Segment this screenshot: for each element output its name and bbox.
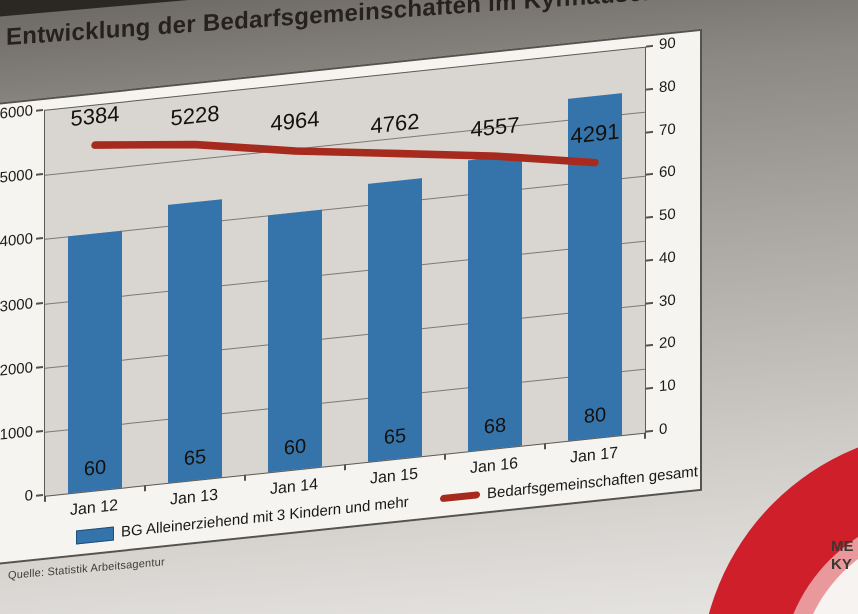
y-axis-tick-label: 5000 [0, 166, 33, 187]
x-category-label: Jan 16 [469, 455, 519, 478]
y-axis-tick-label: 1000 [0, 422, 33, 444]
y-axis-tick-label: 2000 [0, 358, 33, 380]
chart-panel: 60 65 60 65 68 80 5384 5228 4964 4762 4557 4291 600… [0, 28, 702, 567]
y-axis-tick-label: 4000 [0, 230, 33, 251]
y-axis-tick-label: 0 [24, 487, 33, 505]
x-category-label: Jan 17 [569, 444, 619, 467]
tick-mark [444, 453, 446, 460]
tick-mark [544, 443, 546, 450]
tick-mark [646, 344, 653, 348]
y-axis-tick-label: 6000 [0, 102, 33, 123]
tick-mark [644, 432, 646, 439]
tick-mark [36, 173, 43, 176]
x-category-label: Jan 14 [269, 476, 319, 499]
y-axis-tick-label: 70 [659, 120, 676, 139]
tick-mark [646, 301, 653, 305]
tick-mark [144, 485, 146, 492]
tick-mark [646, 429, 653, 433]
tick-mark [36, 494, 43, 497]
y-axis-tick-label: 90 [659, 34, 676, 54]
tick-mark [36, 429, 43, 433]
x-category-label: Jan 15 [369, 465, 419, 488]
tick-mark [244, 474, 246, 481]
tick-mark [646, 87, 653, 91]
legend-bar-swatch-icon [76, 526, 114, 545]
left-y-axis: 6000 5000 4000 3000 2000 1000 0 [0, 102, 43, 505]
tick-mark [44, 495, 46, 502]
plot-area: 60 65 60 65 68 80 5384 5228 4964 4762 4557 4291 [44, 46, 646, 497]
tick-mark [646, 258, 653, 262]
tick-mark [36, 365, 43, 369]
y-axis-tick-label: 50 [659, 205, 676, 225]
right-y-axis: 90 80 70 60 50 40 30 20 10 0 [646, 35, 702, 438]
tick-mark [646, 387, 653, 390]
logo-text-line1: ME [831, 538, 854, 555]
logo-text-line2: KY [831, 556, 852, 573]
tick-mark [36, 301, 43, 305]
x-category-label: Jan 13 [169, 486, 219, 509]
tick-mark [646, 216, 653, 219]
y-axis-tick-label: 20 [659, 333, 676, 353]
y-axis-tick-label: 10 [659, 376, 676, 396]
y-axis-tick-label: 3000 [0, 294, 33, 316]
y-axis-tick-label: 40 [659, 248, 676, 268]
x-category-label: Jan 12 [69, 497, 119, 520]
total-line [91, 140, 599, 167]
logo-text: ME KY [831, 538, 854, 574]
y-axis-tick-label: 80 [659, 77, 676, 97]
tick-mark [646, 44, 653, 48]
legend-line-swatch-icon [440, 491, 480, 503]
y-axis-tick-label: 0 [659, 420, 668, 439]
tick-mark [646, 173, 653, 176]
y-axis-tick-label: 60 [659, 162, 676, 182]
y-axis-tick-label: 30 [659, 291, 676, 310]
tick-mark [344, 464, 346, 471]
tick-mark [36, 237, 43, 241]
